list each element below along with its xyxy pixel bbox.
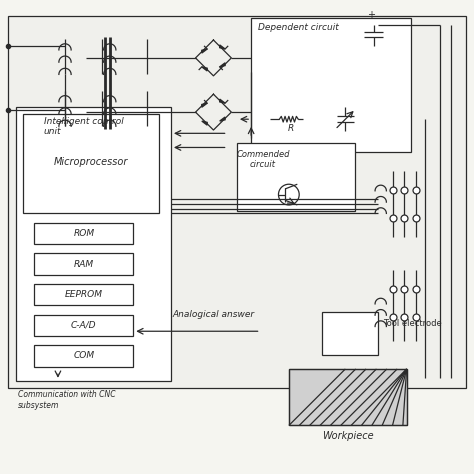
Text: Dependent circuit: Dependent circuit (258, 23, 339, 32)
Polygon shape (220, 117, 225, 121)
Bar (289, 369, 407, 426)
Polygon shape (220, 63, 225, 67)
Text: Microprocessor: Microprocessor (54, 156, 128, 166)
Bar (289, 369, 407, 426)
Bar (35, 315, 133, 336)
Bar (251, 18, 411, 152)
Bar (9, 16, 465, 388)
Polygon shape (202, 103, 207, 107)
Text: RAM: RAM (74, 260, 94, 269)
Bar (35, 284, 133, 305)
Bar (16, 108, 171, 381)
Text: Workpiece: Workpiece (322, 431, 374, 441)
Text: Tool electrode: Tool electrode (383, 319, 442, 328)
Text: R: R (288, 124, 294, 133)
Text: Intelligent control
unit: Intelligent control unit (44, 117, 124, 136)
Polygon shape (202, 67, 207, 71)
Text: EEPROM: EEPROM (65, 290, 103, 299)
Bar (23, 115, 159, 213)
Bar (35, 223, 133, 244)
Text: COM: COM (73, 352, 94, 361)
Polygon shape (202, 49, 207, 53)
Bar (322, 312, 378, 355)
Text: Communication with CNC
subsystem: Communication with CNC subsystem (18, 390, 116, 410)
Text: ROM: ROM (73, 229, 94, 238)
Polygon shape (220, 45, 225, 49)
Bar (237, 143, 355, 211)
Polygon shape (220, 99, 225, 103)
Bar (35, 254, 133, 275)
Polygon shape (202, 121, 207, 125)
Text: +: + (367, 10, 375, 20)
Text: Analogical answer: Analogical answer (173, 310, 255, 319)
Text: C-A/D: C-A/D (71, 321, 97, 330)
Text: Commended
circuit: Commended circuit (236, 150, 290, 169)
Bar (35, 346, 133, 366)
